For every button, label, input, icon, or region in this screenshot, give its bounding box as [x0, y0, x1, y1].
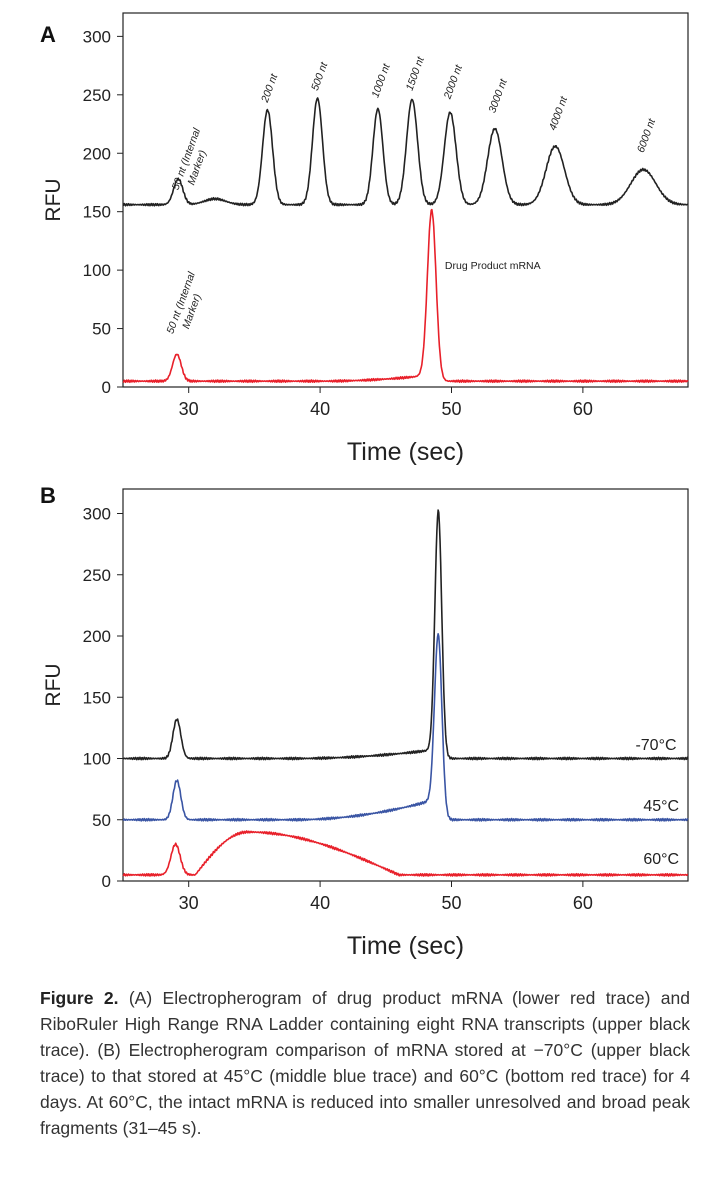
panel-b-ytick-label: 250 — [83, 566, 111, 585]
panel-a-annotation: 50 nt (InternalMarker) — [170, 126, 216, 196]
panel-a-series-line — [122, 208, 689, 384]
panel-b-ytick-label: 200 — [83, 627, 111, 646]
panel-b-ytick-label: 300 — [83, 505, 111, 524]
panel-a-ytick-label: 50 — [92, 320, 111, 339]
panel-b-ytick-label: 100 — [83, 750, 111, 769]
panel-a-annotation: 6000 nt — [635, 116, 659, 154]
panel-a-annotation: 1000 nt — [369, 61, 393, 99]
panel-b-ytick-label: 0 — [102, 872, 111, 891]
panel-b-annotation: -70°C — [635, 737, 676, 754]
panel-b-xtick-label: 60 — [573, 893, 593, 913]
panel-b-xtick-label: 40 — [310, 893, 330, 913]
panel-b-annotation: 45°C — [643, 798, 679, 815]
panel-b-series-line — [122, 633, 689, 822]
panel-a-ylabel: RFU — [42, 178, 65, 221]
panel-a-ytick-label: 200 — [83, 144, 111, 163]
panel-a-annotation: 200 nt — [259, 71, 281, 104]
panel-a-xtick-label: 60 — [573, 399, 593, 419]
panel-b-plot-frame — [122, 488, 689, 882]
panel-b-ylabel: RFU — [42, 663, 65, 706]
panel-a-annotation: 2000 nt — [441, 62, 465, 101]
panel-b-series-line — [122, 509, 689, 761]
panel-a-annotation: 3000 nt — [486, 76, 510, 114]
panel-b-xtick-label: 50 — [441, 893, 461, 913]
panel-a-xtick-label: 30 — [179, 399, 199, 419]
panel-a-xlabel: Time (sec) — [347, 438, 464, 466]
figure-caption: Figure 2. (A) Electropherogram of drug p… — [40, 985, 690, 1141]
panel-b-series-line — [122, 830, 689, 877]
panel-a-annotation: 50 nt (InternalMarker) — [164, 270, 210, 340]
panel-b-xtick-label: 30 — [179, 893, 199, 913]
caption-text: (A) Electropherogram of drug product mRN… — [40, 988, 690, 1138]
caption-label: Figure 2. — [40, 988, 119, 1008]
panel-a-ytick-label: 250 — [83, 86, 111, 105]
panel-b-annotation: 60°C — [643, 851, 679, 868]
panel-b-ytick-label: 150 — [83, 688, 111, 707]
panel-a-xtick-label: 40 — [310, 399, 330, 419]
panel-a-xtick-label: 50 — [441, 399, 461, 419]
panel-a-ytick-label: 300 — [83, 27, 111, 46]
panel-a-series-line — [122, 97, 689, 207]
panel-a-ytick-label: 100 — [83, 261, 111, 280]
panel-a-annotation: Drug Product mRNA — [445, 260, 541, 272]
panel-b-xlabel: Time (sec) — [347, 932, 464, 960]
panel-b-ytick-label: 50 — [92, 811, 111, 830]
panel-a-plot-frame — [122, 12, 689, 388]
panel-a-ytick-label: 0 — [102, 378, 111, 397]
panel-b-label: B — [40, 483, 56, 508]
panel-a-label: A — [40, 22, 56, 47]
panel-a-annotation: 4000 nt — [547, 94, 571, 132]
panel-a-ytick-label: 150 — [83, 203, 111, 222]
panel-a-annotation: 1500 nt — [404, 54, 428, 92]
panel-a-annotation: 500 nt — [309, 60, 331, 93]
